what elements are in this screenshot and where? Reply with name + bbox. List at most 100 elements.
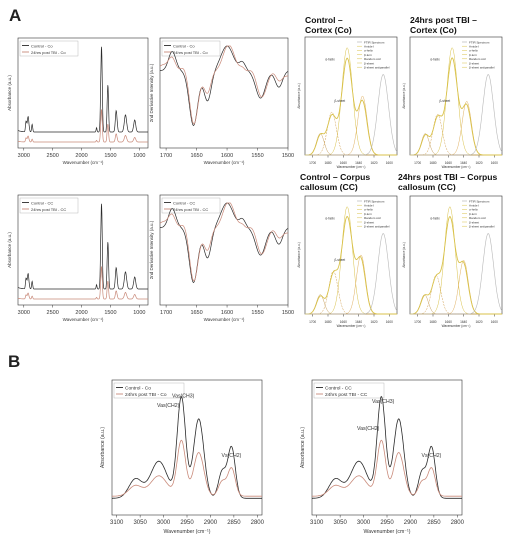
- a_fit_cc_tbi-xtick-label-5: 1600: [491, 320, 498, 324]
- a_full_cc-ylabel: Absorbance (a.u.): [7, 232, 12, 268]
- a_full_co-legend-box: [19, 40, 79, 57]
- a_fit_co_tbi-ylabel: Absorbance (a.u.): [402, 83, 406, 108]
- a_fit_co_control-legend-label-0: FTIR Spectrum: [364, 40, 385, 44]
- a_deriv_cc-series-1-line: [159, 202, 289, 282]
- a_fit_cc_control-xtick-label-4: 1620: [370, 320, 377, 324]
- a_fit_co_tbi-xtick-label-1: 1680: [429, 161, 436, 165]
- a_fit_cc_control-component-1: [305, 254, 397, 315]
- a_fit_co_tbi-legend-label-0: FTIR Spectrum: [469, 40, 490, 44]
- a_full_co-xtick-label-2: 2000: [75, 153, 87, 159]
- a_fit_cc_tbi-legend-label-0: FTIR Spectrum: [469, 199, 490, 203]
- a_fit_co_tbi-side-peak: [410, 74, 503, 156]
- b_co-xtick-label-6: 2800: [251, 520, 265, 526]
- a_fit_cc_tbi-component-2: [410, 275, 502, 315]
- a_fit_cc_control-legend-label-1: Amide I: [364, 204, 374, 208]
- a_fit_co_tbi-component-0: [410, 47, 502, 156]
- a_deriv_cc-ylabel: 2nd Derivative Intensity (a.u.): [149, 220, 154, 279]
- a_fit_co_tbi-legend-label-6: β-sheet antiparallel: [469, 66, 495, 70]
- a_fit_co_tbi-legend-label-2: α-helix: [469, 49, 478, 53]
- panel-b-letter: B: [8, 352, 21, 371]
- a_fit_co_control-legend-label-1: Amide I: [364, 45, 374, 49]
- b_co-ylabel: Absorbance (a.u.): [100, 427, 106, 469]
- a_full_co-series-0-line: [17, 46, 148, 133]
- a_full_co-series-1-line: [17, 109, 148, 143]
- a_fit_cc_control-legend-label-5: β-sheet: [364, 220, 374, 224]
- a_fit_cc_tbi-component-0: [410, 206, 502, 315]
- b_co-legend-label-1: 24hrs post TBI - Co: [125, 392, 167, 398]
- a_fit_cc_tbi-xtick-label-3: 1640: [460, 320, 467, 324]
- a_fit_co_control-side-peak: [305, 74, 398, 156]
- a_fit_cc_tbi-xtick-label-4: 1620: [475, 320, 482, 324]
- a_deriv_cc-legend-label-1: 24hrs post TBI - CC: [173, 207, 208, 212]
- a_fit_cc_control-component-2: [305, 270, 397, 315]
- a_fit_co_control-component-1: [305, 95, 397, 156]
- a_fit_cc_tbi-legend-label-2: α-helix: [469, 208, 478, 212]
- a_full_co-ylabel: Absorbance (a.u.): [7, 75, 12, 111]
- a_fit_co_control-ylabel: Absorbance (a.u.): [297, 83, 301, 108]
- a_fit_co_control-annotation-0: α-helix: [325, 58, 335, 62]
- fit-title-cc-control-line1: Control – Corpus: [300, 172, 371, 182]
- a_fit_co_tbi-xtick-label-0: 1700: [414, 161, 421, 165]
- a_deriv_co-xtick-label-0: 1700: [160, 153, 172, 159]
- a_full_cc-xlabel: Wavenumber (cm⁻¹): [63, 317, 104, 322]
- a_fit_co_tbi-legend-label-1: Amide I: [469, 45, 479, 49]
- a_deriv_co-xtick-label-3: 1550: [251, 153, 263, 159]
- a_deriv_co-legend-label-0: Control - Co: [173, 44, 195, 49]
- a_fit_cc_tbi-legend-label-6: β-sheet antiparallel: [469, 225, 495, 229]
- a_fit_co_control-xtick-label-5: 1600: [386, 161, 393, 165]
- fit-title-cc-tbi-line1: 24hrs post TBI – Corpus: [398, 172, 498, 182]
- fit-title-co-tbi-line2: Cortex (Co): [410, 25, 457, 35]
- b_co-annotation-2: Vs(CH2): [222, 453, 242, 459]
- a_fit_co_control-xtick-label-2: 1660: [340, 161, 347, 165]
- b_cc-xtick-label-6: 2800: [451, 520, 465, 526]
- a_fit_cc_tbi-legend-label-1: Amide I: [469, 204, 479, 208]
- a_deriv_cc-legend-label-0: Control - CC: [173, 201, 195, 206]
- a_fit_co_tbi-component-1: [410, 101, 502, 156]
- a_fit_cc_tbi-xtick-label-2: 1660: [445, 320, 452, 324]
- a_deriv_co-xtick-label-2: 1600: [221, 153, 233, 159]
- a_fit_cc_control-side-peak: [305, 233, 398, 315]
- a_full_co-xtick-label-3: 1500: [104, 153, 116, 159]
- a_fit_co_tbi-xtick-label-3: 1640: [460, 161, 467, 165]
- a_fit_cc_control-xtick-label-1: 1680: [324, 320, 331, 324]
- a_fit_cc_control-xtick-label-0: 1700: [309, 320, 316, 324]
- b_co-legend-box: [113, 382, 185, 399]
- b_co-xtick-label-3: 2950: [180, 520, 194, 526]
- a_full_co-xtick-label-4: 1000: [133, 153, 145, 159]
- a_fit_co_tbi-component-2: [410, 113, 502, 156]
- b_cc-xtick-label-4: 2900: [404, 520, 418, 526]
- a_full_co-xlabel: Wavenumber (cm⁻¹): [63, 160, 104, 165]
- a_fit_cc_control-legend-label-4: Random coil: [364, 216, 381, 220]
- b_cc-legend-label-1: 24hrs post TBI - CC: [325, 392, 368, 398]
- a_fit_co_control-annotation-1: β-sheet: [334, 99, 345, 103]
- a_full_cc-xtick-label-3: 1500: [104, 310, 116, 316]
- a_deriv_cc-xtick-label-0: 1700: [160, 310, 172, 316]
- fit-title-cc-control: Control – Corpus callosum (CC): [300, 172, 370, 192]
- a_deriv_co-ylabel: 2nd Derivative Intensity (a.u.): [149, 63, 154, 122]
- a_fit_cc_control-legend-label-2: α-helix: [364, 208, 373, 212]
- b_cc-annotation-2: Vs(CH2): [422, 453, 442, 459]
- b_co-legend-label-0: Control - Co: [125, 386, 151, 392]
- a_full_co-xtick-label-1: 2500: [47, 153, 59, 159]
- a_fit_cc_tbi-annotation-0: α-helix: [430, 217, 440, 221]
- a_deriv_cc-xtick-label-1: 1650: [190, 310, 202, 316]
- a_fit_cc_control-annotation-0: α-helix: [325, 217, 335, 221]
- b_cc-series-1-line: [312, 439, 462, 497]
- a_fit_co_tbi-legend-label-3: β-turn: [469, 53, 477, 57]
- a_fit_cc_control-fit-line: [305, 215, 397, 315]
- a_fit_cc_control-xtick-label-3: 1640: [355, 320, 362, 324]
- b_cc-xtick-label-1: 3050: [333, 520, 347, 526]
- a_fit_co_tbi-annotation-1: β-sheet: [439, 99, 450, 103]
- fit-title-cc-tbi-line2: callosum (CC): [398, 182, 456, 192]
- a_fit_cc_tbi-legend-label-4: Random coil: [469, 216, 486, 220]
- a_deriv_cc-xtick-label-4: 1500: [282, 310, 294, 316]
- a_fit_co_control-legend-label-2: α-helix: [364, 49, 373, 53]
- b_cc-xtick-label-0: 3100: [310, 520, 324, 526]
- b_co-xtick-label-5: 2850: [227, 520, 241, 526]
- a_fit_co_control-xtick-label-3: 1640: [355, 161, 362, 165]
- a_full_co-frame: [17, 37, 149, 149]
- b_co-annotation-0: Vas(CH2): [157, 403, 180, 409]
- a_fit_cc_tbi-xtick-label-1: 1680: [429, 320, 436, 324]
- b_cc-legend-box: [313, 382, 385, 399]
- b_co-series-1-line: [112, 439, 262, 497]
